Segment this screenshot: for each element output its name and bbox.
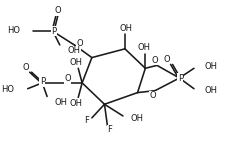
Text: OH: OH <box>69 99 82 108</box>
Text: O: O <box>149 91 156 100</box>
Text: OH: OH <box>67 46 80 55</box>
Text: O: O <box>22 63 29 72</box>
Text: O: O <box>76 38 83 48</box>
Text: P: P <box>51 27 56 36</box>
Text: O: O <box>163 55 169 64</box>
Text: OH: OH <box>137 43 150 52</box>
Text: HO: HO <box>7 26 20 35</box>
Text: O: O <box>151 56 158 65</box>
Text: OH: OH <box>55 98 68 107</box>
Text: OH: OH <box>204 86 217 95</box>
Text: HO: HO <box>1 85 14 94</box>
Text: OH: OH <box>204 62 217 71</box>
Text: OH: OH <box>119 24 132 33</box>
Text: F: F <box>84 116 89 125</box>
Text: OH: OH <box>69 58 82 67</box>
Text: F: F <box>106 125 111 134</box>
Text: P: P <box>39 77 45 86</box>
Text: O: O <box>54 6 61 15</box>
Text: OH: OH <box>130 114 143 123</box>
Text: O: O <box>64 74 71 84</box>
Text: P: P <box>177 73 182 83</box>
